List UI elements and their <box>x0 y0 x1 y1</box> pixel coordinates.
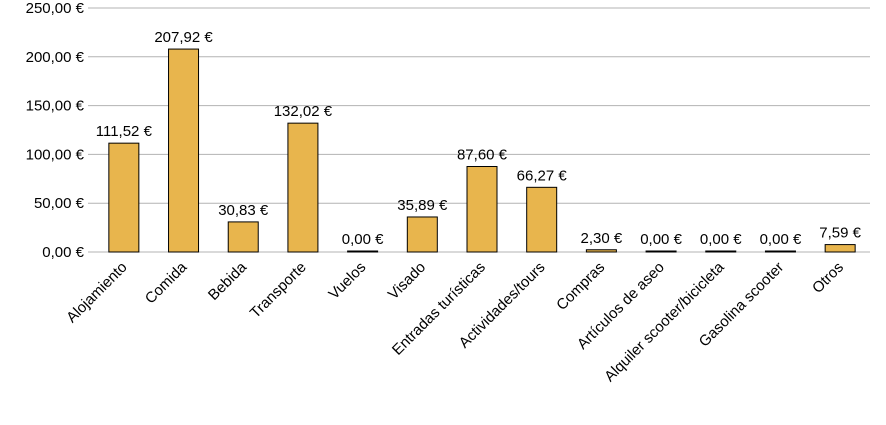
bar <box>764 250 796 253</box>
data-label: 0,00 € <box>700 231 742 248</box>
y-tick-label: 100,00 € <box>26 146 85 163</box>
category-label: Bebida <box>205 258 251 304</box>
bar <box>705 250 737 253</box>
gridlines <box>88 7 870 253</box>
data-label: 35,89 € <box>397 197 448 214</box>
data-label: 87,60 € <box>457 147 508 164</box>
category-label: Transporte <box>247 259 310 322</box>
bar <box>108 142 140 253</box>
y-tick-label: 150,00 € <box>26 98 85 115</box>
bars <box>108 48 856 253</box>
data-label: 30,83 € <box>218 202 269 219</box>
bar <box>168 48 200 253</box>
bar <box>585 249 617 253</box>
category-label: Otros <box>809 259 847 297</box>
data-label: 132,02 € <box>274 103 333 120</box>
category-label: Alquiler scooter/bicicleta <box>601 258 728 385</box>
bar <box>287 122 319 253</box>
category-label: Compras <box>553 259 608 314</box>
data-label: 207,92 € <box>154 29 213 46</box>
bar <box>406 216 438 253</box>
data-label: 0,00 € <box>342 231 384 248</box>
data-label: 2,30 € <box>581 230 623 247</box>
bar <box>227 221 259 253</box>
bar <box>645 250 677 253</box>
y-tick-label: 200,00 € <box>26 49 85 66</box>
data-label: 7,59 € <box>819 225 861 242</box>
bar <box>824 244 856 253</box>
y-tick-label: 50,00 € <box>34 195 85 212</box>
y-axis-tick-labels: 0,00 € 50,00 € 100,00 € 150,00 € 200,00 € 250… <box>26 0 85 261</box>
bar <box>466 166 498 253</box>
data-label: 0,00 € <box>760 231 802 248</box>
bar <box>526 186 558 253</box>
y-tick-label: 250,00 € <box>26 0 85 17</box>
data-label: 66,27 € <box>517 167 568 184</box>
category-label: Vuelos <box>325 259 369 303</box>
data-labels: 111,52 € 207,92 € 30,83 € 132,02 € 0,00 € 35,… <box>96 29 862 248</box>
category-label: Alojamiento <box>63 259 130 326</box>
y-tick-label: 0,00 € <box>42 244 84 261</box>
data-label: 111,52 € <box>96 123 153 140</box>
data-label: 0,00 € <box>640 231 682 248</box>
category-label: Visado <box>385 259 429 303</box>
bar <box>347 250 379 253</box>
category-label: Comida <box>142 258 191 307</box>
